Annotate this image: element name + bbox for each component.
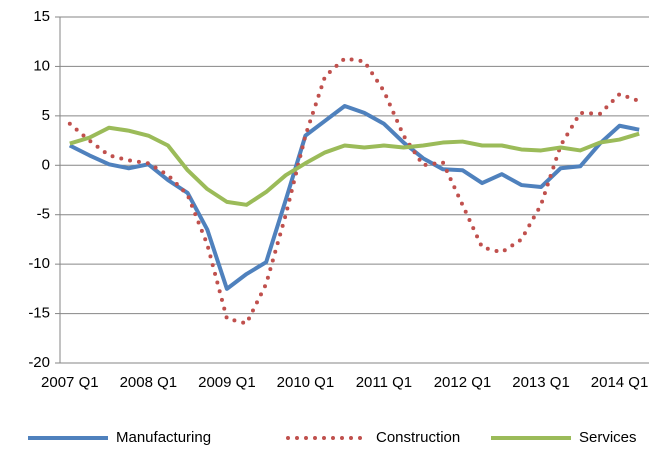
y-tick-label: 15 (33, 8, 50, 25)
legend-label: Construction (376, 429, 460, 446)
series-line (67, 56, 642, 326)
x-tick-label: 2012 Q1 (434, 374, 492, 391)
y-tick-label: 10 (33, 57, 50, 74)
y-tick-label: -5 (37, 206, 50, 223)
y-tick-label: -15 (28, 305, 50, 322)
y-tick-label: 5 (42, 107, 50, 124)
legend-label: Services (579, 429, 637, 446)
x-tick-label: 2009 Q1 (198, 374, 256, 391)
x-tick-label: 2010 Q1 (277, 374, 335, 391)
x-tick-label: 2013 Q1 (512, 374, 570, 391)
x-tick-label: 2014 Q1 (591, 374, 649, 391)
x-tick-label: 2008 Q1 (120, 374, 178, 391)
legend-label: Manufacturing (116, 429, 211, 446)
series-line (69, 125, 640, 207)
y-tick-label: -10 (28, 255, 50, 272)
y-tick-label: -20 (28, 354, 50, 371)
x-tick-label: 2011 Q1 (356, 374, 412, 391)
y-tick-label: 0 (42, 156, 50, 173)
x-tick-label: 2007 Q1 (41, 374, 99, 391)
series-line (68, 103, 640, 291)
